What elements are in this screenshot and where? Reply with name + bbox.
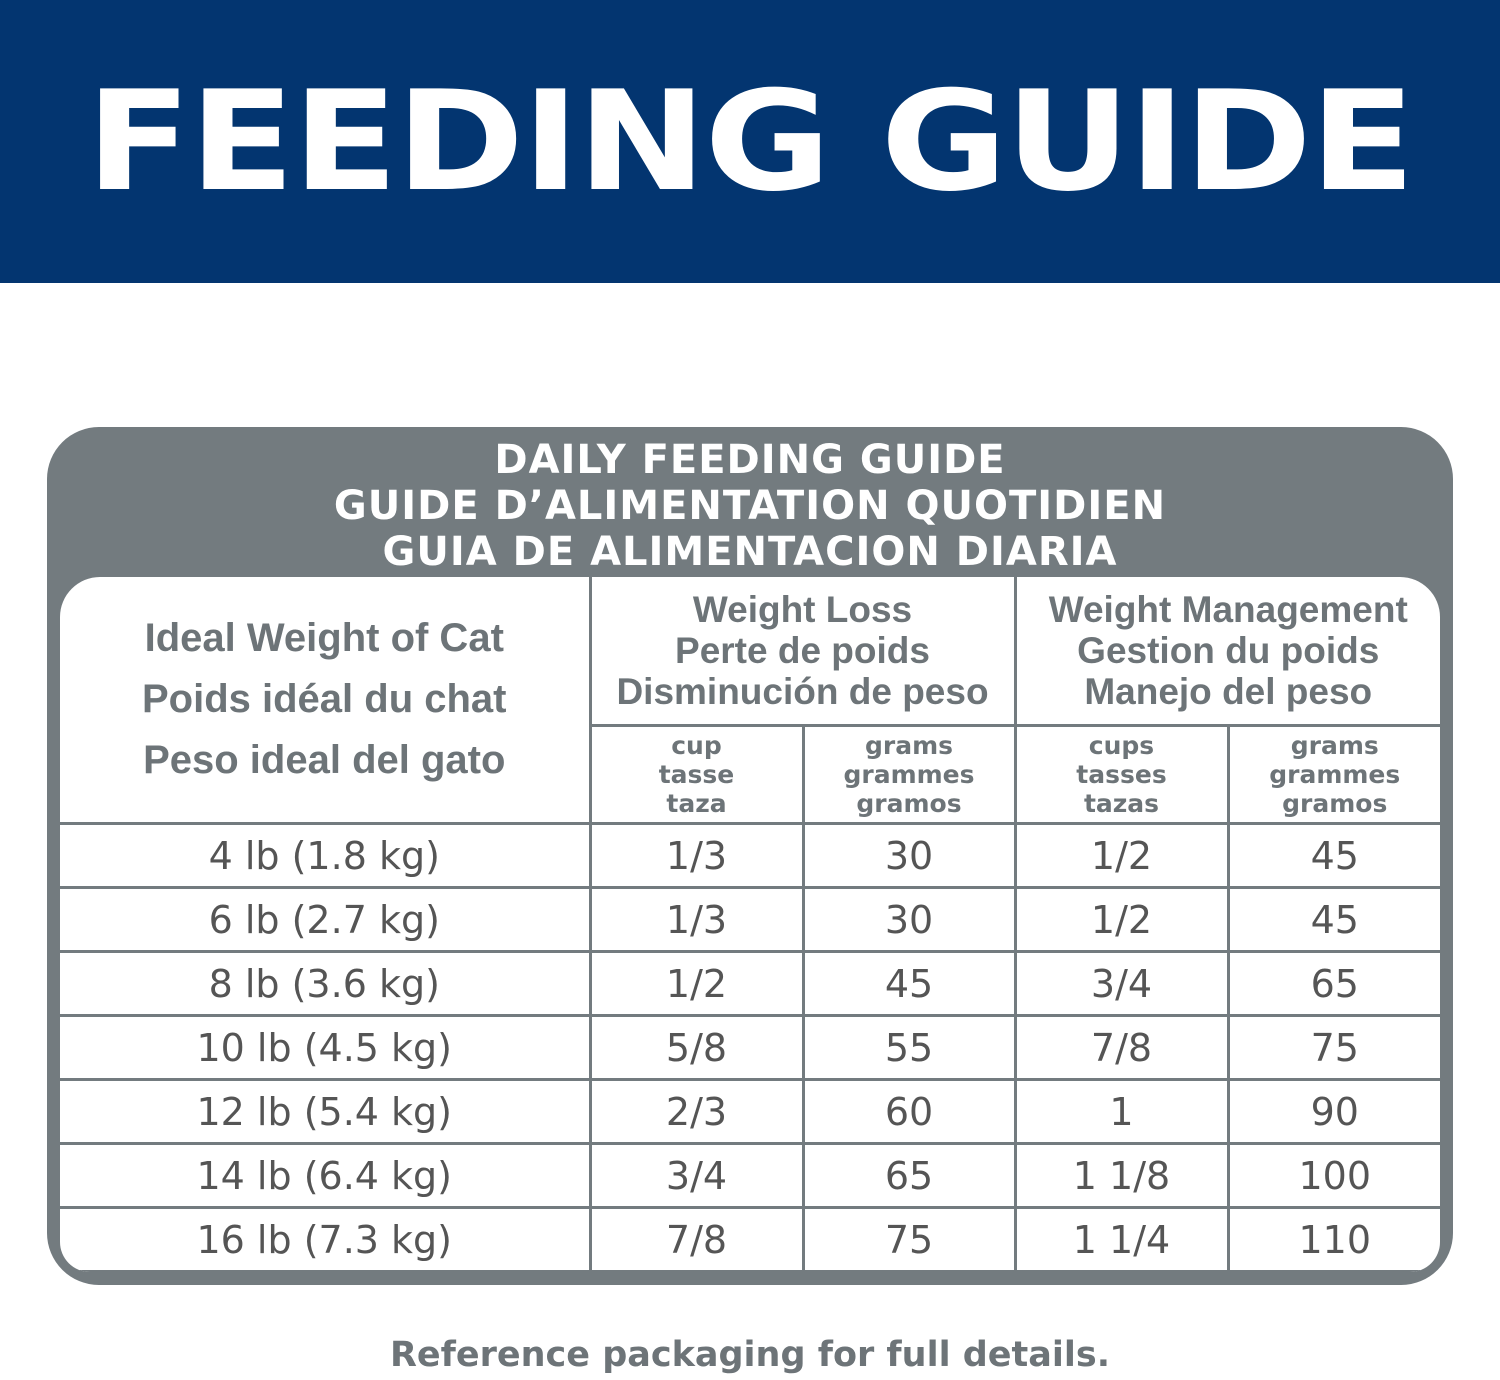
weight-cell: 4 lb (1.8 kg) <box>60 822 592 889</box>
amount-cell: 45 <box>1226 822 1440 889</box>
table-title-line: GUIDE D’ALIMENTATION QUOTIDIEN <box>333 483 1167 529</box>
amount-cell: 1/3 <box>588 886 805 953</box>
amount-cell: 5/8 <box>588 1014 805 1081</box>
unit-header: cups tasses tazas <box>1013 724 1230 825</box>
group-header-line: Perte de poids <box>675 630 930 671</box>
amount-cell: 1 1/8 <box>1013 1142 1230 1209</box>
amount-cell: 90 <box>1226 1078 1440 1145</box>
weight-header-line: Poids idéal du chat <box>141 677 507 721</box>
unit-header-line: grams <box>864 731 954 760</box>
unit-header-line: tasses <box>1076 760 1167 789</box>
group-header-line: Disminución de peso <box>616 671 989 712</box>
amount-cell: 75 <box>1226 1014 1440 1081</box>
amount-cell: 1/2 <box>1013 886 1230 953</box>
amount-cell: 100 <box>1226 1142 1440 1209</box>
weight-header-line: Ideal Weight of Cat <box>144 616 504 660</box>
group-header: Weight Management Gestion du poids Manejo … <box>1013 577 1440 727</box>
amount-cell: 55 <box>801 1014 1017 1081</box>
weight-cell: 16 lb (7.3 kg) <box>60 1206 592 1272</box>
amount-cell: 2/3 <box>588 1078 805 1145</box>
unit-header-line: gramos <box>1282 789 1388 818</box>
unit-header-line: tasse <box>658 760 735 789</box>
group-header: Weight Loss Perte de poids Disminución de … <box>588 577 1017 727</box>
weight-header-line: Peso ideal del gato <box>143 738 506 782</box>
amount-cell: 1/2 <box>1013 822 1230 889</box>
amount-cell: 3/4 <box>1013 950 1230 1017</box>
unit-header-line: cup <box>671 731 722 760</box>
weight-cell: 6 lb (2.7 kg) <box>60 886 592 953</box>
feeding-table: Ideal Weight of Cat Poids idéal du chat Pe… <box>60 577 1440 1272</box>
unit-header: grams grammes gramos <box>1226 724 1440 825</box>
amount-cell: 110 <box>1226 1206 1440 1272</box>
unit-header-line: gramos <box>856 789 962 818</box>
amount-cell: 75 <box>801 1206 1017 1272</box>
header-band: FEEDING GUIDE <box>0 0 1500 283</box>
unit-row: cup tasse taza grams grammes gramos cups tasses… <box>60 724 1440 825</box>
data-row: 8 lb (3.6 kg) 1/2 45 3/4 65 <box>60 950 1440 1017</box>
weight-cell: 8 lb (3.6 kg) <box>60 950 592 1017</box>
amount-cell: 7/8 <box>1013 1014 1230 1081</box>
data-row: 10 lb (4.5 kg) 5/8 55 7/8 75 <box>60 1014 1440 1081</box>
data-row: 12 lb (5.4 kg) 2/3 60 1 90 <box>60 1078 1440 1145</box>
amount-cell: 1 <box>1013 1078 1230 1145</box>
amount-cell: 60 <box>801 1078 1017 1145</box>
unit-header-line: taza <box>666 789 727 818</box>
unit-header: cup tasse taza <box>590 724 805 825</box>
feeding-table-panel: DAILY FEEDING GUIDE GUIDE D’ALIMENTATION … <box>47 427 1453 1285</box>
weight-cell: 10 lb (4.5 kg) <box>60 1014 592 1081</box>
table-wrap: Ideal Weight of Cat Poids idéal du chat Pe… <box>60 577 1440 1272</box>
amount-cell: 7/8 <box>588 1206 805 1272</box>
unit-header-line: grams <box>1290 731 1379 760</box>
amount-cell: 65 <box>801 1142 1017 1209</box>
group-header-line: Weight Loss <box>692 589 913 630</box>
weight-cell: 12 lb (5.4 kg) <box>60 1078 592 1145</box>
unit-header-line: grammes <box>843 760 975 789</box>
data-row: 4 lb (1.8 kg) 1/3 30 1/2 45 <box>60 822 1440 889</box>
amount-cell: 30 <box>801 886 1017 953</box>
table-title-line: DAILY FEEDING GUIDE <box>494 437 1006 483</box>
group-header-line: Weight Management <box>1048 589 1408 630</box>
data-row: 14 lb (6.4 kg) 3/4 65 1 1/8 100 <box>60 1142 1440 1209</box>
weight-cell: 14 lb (6.4 kg) <box>60 1142 592 1209</box>
data-row: 16 lb (7.3 kg) 7/8 75 1 1/4 110 <box>60 1206 1440 1272</box>
amount-cell: 3/4 <box>588 1142 805 1209</box>
table-title-line: GUIA DE ALIMENTACION DIARIA <box>382 529 1118 575</box>
group-header-line: Gestion du poids <box>1077 630 1380 671</box>
header-title: FEEDING GUIDE <box>86 61 1415 222</box>
amount-cell: 45 <box>1226 886 1440 953</box>
data-row: 6 lb (2.7 kg) 1/3 30 1/2 45 <box>60 886 1440 953</box>
footer-note: Reference packaging for full details. <box>389 1335 1111 1375</box>
group-header-line: Manejo del peso <box>1084 671 1373 712</box>
amount-cell: 1 1/4 <box>1013 1206 1230 1272</box>
header-row: Ideal Weight of Cat Poids idéal du chat Pe… <box>60 577 1440 825</box>
table-title: DAILY FEEDING GUIDE GUIDE D’ALIMENTATION … <box>47 437 1453 575</box>
unit-header: grams grammes gramos <box>801 724 1017 825</box>
amount-cell: 1/3 <box>588 822 805 889</box>
weight-header: Ideal Weight of Cat Poids idéal du chat Pe… <box>60 577 592 825</box>
unit-header-line: cups <box>1088 731 1155 760</box>
unit-header-line: grammes <box>1269 760 1401 789</box>
amount-cell: 30 <box>801 822 1017 889</box>
amount-cell: 1/2 <box>588 950 805 1017</box>
amount-cell: 65 <box>1226 950 1440 1017</box>
unit-header-line: tazas <box>1083 789 1160 818</box>
amount-cell: 45 <box>801 950 1017 1017</box>
